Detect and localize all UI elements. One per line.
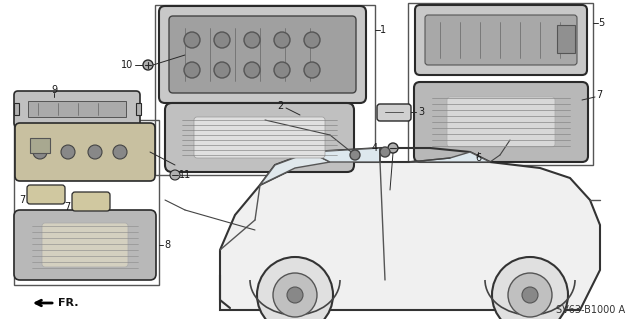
Bar [28,101,126,117]
Text: 4: 4 [372,143,378,153]
Circle shape [61,145,75,159]
Bar [557,25,575,53]
Circle shape [492,257,568,319]
Circle shape [274,32,290,48]
Text: SV63-B1000 A: SV63-B1000 A [556,305,625,315]
Bar [30,138,50,153]
FancyBboxPatch shape [414,82,588,162]
Text: FR.: FR. [58,298,79,308]
Bar [14,103,19,115]
FancyBboxPatch shape [159,6,366,103]
Text: 11: 11 [179,170,191,180]
Circle shape [350,150,360,160]
Circle shape [88,145,102,159]
Circle shape [274,62,290,78]
Polygon shape [260,152,330,185]
Circle shape [113,145,127,159]
Polygon shape [410,152,490,162]
FancyBboxPatch shape [14,91,140,127]
Text: 7: 7 [596,90,602,100]
Circle shape [214,62,230,78]
Text: 6: 6 [475,153,481,163]
Text: 7: 7 [19,195,25,205]
Circle shape [287,287,303,303]
FancyBboxPatch shape [169,16,356,93]
Circle shape [388,143,398,153]
FancyBboxPatch shape [15,123,155,181]
Bar [155,5,375,175]
Text: 3: 3 [418,107,424,117]
Bar [408,3,593,165]
Circle shape [304,32,320,48]
Polygon shape [310,148,380,162]
Text: 9: 9 [51,85,57,95]
Text: 1: 1 [380,25,386,35]
Circle shape [244,62,260,78]
FancyBboxPatch shape [14,210,156,280]
FancyBboxPatch shape [165,103,354,172]
FancyBboxPatch shape [42,223,128,267]
Text: 2: 2 [278,101,284,111]
FancyBboxPatch shape [415,5,587,75]
Circle shape [184,62,200,78]
FancyBboxPatch shape [425,15,577,65]
FancyBboxPatch shape [447,97,555,147]
Bar [14,120,159,285]
Polygon shape [220,158,600,310]
Circle shape [522,287,538,303]
Circle shape [143,60,153,70]
Circle shape [304,62,320,78]
Text: 5: 5 [598,18,604,28]
FancyBboxPatch shape [27,185,65,204]
Text: 8: 8 [164,240,170,250]
Circle shape [244,32,260,48]
Circle shape [257,257,333,319]
Text: 7: 7 [64,202,70,212]
Text: 10: 10 [121,60,133,70]
Circle shape [184,32,200,48]
FancyBboxPatch shape [377,104,411,121]
FancyBboxPatch shape [194,117,325,158]
Circle shape [380,147,390,157]
Circle shape [214,32,230,48]
Circle shape [33,145,47,159]
Circle shape [508,273,552,317]
Bar [136,103,141,115]
Circle shape [273,273,317,317]
FancyBboxPatch shape [72,192,110,211]
Circle shape [170,170,180,180]
